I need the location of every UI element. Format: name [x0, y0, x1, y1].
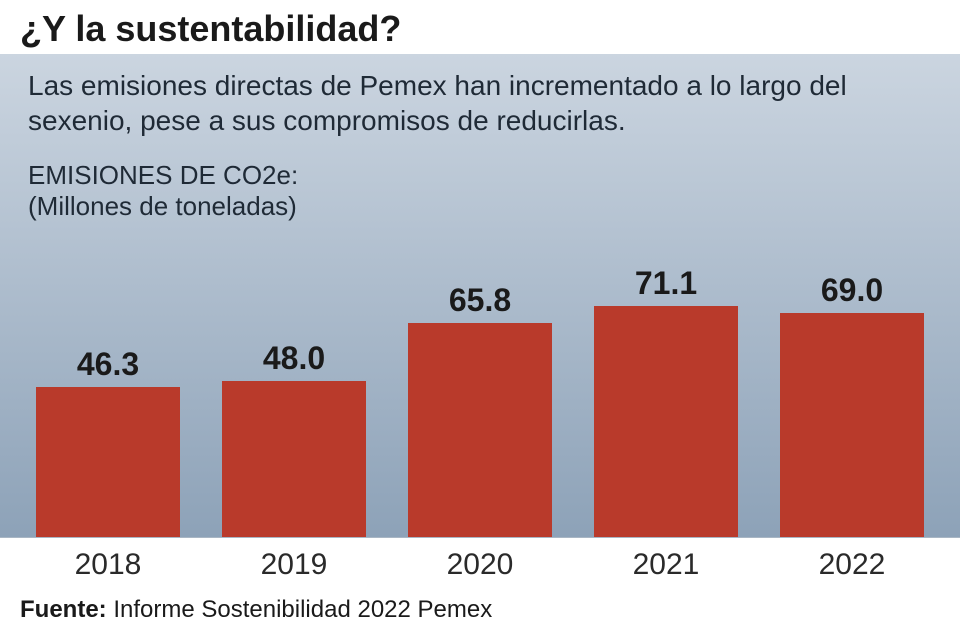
bar	[222, 381, 366, 537]
x-axis-label: 2020	[408, 548, 552, 582]
source-label: Fuente:	[20, 596, 107, 623]
x-axis: 2018 2019 2020 2021 2022	[0, 537, 960, 590]
infographic: ¿Y la sustentabilidad? Las emisiones dir…	[0, 0, 960, 640]
bar-col: 46.3	[36, 226, 180, 537]
bar	[780, 313, 924, 537]
bar-value-label: 48.0	[263, 340, 325, 377]
bar-col: 48.0	[222, 226, 366, 537]
header: ¿Y la sustentabilidad?	[0, 0, 960, 54]
bar-chart: 46.3 48.0 65.8 71.1 69.0	[28, 226, 932, 537]
bar-col: 71.1	[594, 226, 738, 537]
bar-col: 65.8	[408, 226, 552, 537]
x-axis-label: 2022	[780, 548, 924, 582]
bar-col: 69.0	[780, 226, 924, 537]
bar-value-label: 71.1	[635, 265, 697, 302]
bar-value-label: 46.3	[77, 346, 139, 383]
bar-value-label: 69.0	[821, 272, 883, 309]
x-axis-label: 2018	[36, 548, 180, 582]
bar	[36, 387, 180, 537]
bar-value-label: 65.8	[449, 282, 511, 319]
subtitle: Las emisiones directas de Pemex han incr…	[28, 68, 932, 138]
source-line: Fuente: Informe Sostenibilidad 2022 Peme…	[0, 590, 960, 640]
bar	[594, 306, 738, 537]
series-label: EMISIONES DE CO2e:	[28, 160, 932, 191]
page-title: ¿Y la sustentabilidad?	[20, 8, 940, 50]
x-axis-label: 2021	[594, 548, 738, 582]
source-text: Informe Sostenibilidad 2022 Pemex	[107, 596, 493, 623]
x-axis-label: 2019	[222, 548, 366, 582]
chart-panel: Las emisiones directas de Pemex han incr…	[0, 54, 960, 537]
series-unit: (Millones de toneladas)	[28, 191, 932, 222]
bar	[408, 323, 552, 537]
